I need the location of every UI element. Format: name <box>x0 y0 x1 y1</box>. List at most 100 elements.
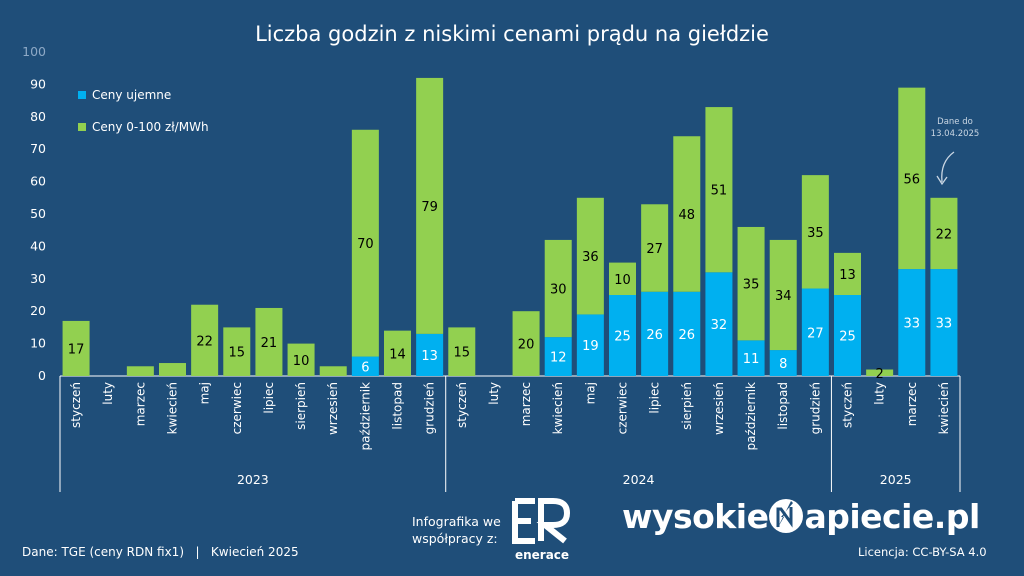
x-tick-label: kwiecień <box>937 382 951 434</box>
bar-negative <box>769 350 797 376</box>
brand-right: apiecie.pl <box>804 497 980 536</box>
data-label: 15 <box>454 346 471 361</box>
bar-negative <box>416 333 444 376</box>
x-tick-label: marzec <box>519 382 533 426</box>
data-label: 26 <box>679 328 696 343</box>
x-tick-label: czerwiec <box>616 382 630 434</box>
y-tick-label: 60 <box>30 174 46 189</box>
data-label: 10 <box>293 354 310 369</box>
bar-low-price <box>512 311 540 376</box>
bar-low-price <box>448 327 476 376</box>
note-line-1: Dane do <box>937 117 973 127</box>
data-label: 21 <box>261 336 278 351</box>
data-label: 2 <box>876 367 884 382</box>
x-tick-label: styczeń <box>455 382 469 428</box>
legend-item-negative: Ceny ujemne <box>78 88 171 102</box>
bar-low-price <box>319 366 347 376</box>
x-tick-label: sierpień <box>294 382 308 430</box>
legend-label-low: Ceny 0-100 zł/MWh <box>92 120 209 134</box>
x-tick-label: kwiecień <box>166 382 180 434</box>
data-label: 13 <box>839 268 856 283</box>
data-label: 51 <box>711 184 728 199</box>
bar-low-price <box>673 136 701 292</box>
bar-low-price <box>705 107 733 273</box>
data-label: 30 <box>550 283 567 298</box>
x-tick-label: styczeń <box>841 382 855 428</box>
x-tick-label: luty <box>487 382 501 405</box>
bar-low-price <box>62 320 90 376</box>
data-label: 13 <box>421 349 438 364</box>
y-tick-label: 90 <box>30 76 46 91</box>
bar-negative <box>609 295 636 376</box>
data-label: 15 <box>229 346 246 361</box>
data-label: 11 <box>743 352 760 367</box>
x-tick-label: kwiecień <box>551 382 565 434</box>
bolt-icon <box>769 499 804 533</box>
data-label: 10 <box>614 273 631 288</box>
bar-negative <box>641 291 669 376</box>
data-label: 27 <box>646 242 663 257</box>
chart-title: Liczba godzin z niskimi cenami prądu na … <box>255 22 769 46</box>
bar-low-price <box>769 239 797 351</box>
data-label: 20 <box>518 338 535 353</box>
y-tick-label: 50 <box>30 206 46 221</box>
legend-swatch-negative <box>78 91 86 99</box>
bar-negative <box>930 269 958 376</box>
y-tick-label: 20 <box>30 303 46 318</box>
bar-low-price <box>801 175 829 289</box>
bar-low-price <box>898 87 926 270</box>
data-label: 33 <box>936 317 953 332</box>
bar-low-price <box>416 77 444 334</box>
bar-negative <box>898 269 926 376</box>
data-label: 22 <box>936 227 953 242</box>
x-tick-label: październik <box>744 382 758 451</box>
bar-negative <box>801 288 829 376</box>
bar-negative <box>673 291 701 376</box>
y-tick-label: 30 <box>30 271 46 286</box>
x-tick-label: wrzesień <box>326 382 340 435</box>
data-label: 6 <box>361 360 369 375</box>
bar-negative <box>705 272 733 376</box>
license-note: Licencja: CC-BY-SA 4.0 <box>858 545 987 559</box>
y-tick-label: 70 <box>30 141 46 156</box>
bar-low-price <box>384 330 411 376</box>
bar-low-price <box>287 343 315 376</box>
infographic-credit: Infografika we współpracy z: <box>412 513 501 547</box>
bar-low-price <box>866 369 894 376</box>
infographic-line-1: Infografika we <box>412 514 501 529</box>
bar-low-price <box>544 239 572 338</box>
group-label: 2024 <box>623 472 655 487</box>
group-label: 2023 <box>237 472 269 487</box>
data-label: 19 <box>582 339 599 354</box>
data-label: 79 <box>421 200 438 215</box>
bar-low-price <box>834 252 861 295</box>
bar-low-price <box>255 307 283 376</box>
data-label: 17 <box>68 342 85 357</box>
data-label: 48 <box>679 208 696 223</box>
y-tick-label: 100 <box>22 44 46 59</box>
x-tick-label: listopad <box>776 382 790 430</box>
bar-low-price <box>126 366 154 376</box>
data-label: 34 <box>775 289 792 304</box>
data-label: 14 <box>389 347 406 362</box>
x-tick-label: maj <box>583 382 597 404</box>
x-tick-label: czerwiec <box>230 382 244 434</box>
x-tick-label: lipiec <box>262 382 276 414</box>
x-tick-label: maj <box>198 382 212 404</box>
bar-low-price <box>191 304 219 376</box>
x-tick-label: marzec <box>905 382 919 426</box>
x-tick-label: marzec <box>133 382 147 426</box>
note-arrow-icon <box>941 151 955 183</box>
x-tick-label: grudzień <box>423 382 437 434</box>
x-tick-label: październik <box>358 382 372 451</box>
bar-negative <box>737 340 765 376</box>
note-line-2: 13.04.2025 <box>930 129 980 139</box>
bar-low-price <box>737 226 765 341</box>
data-label: 12 <box>550 351 567 366</box>
data-label: 56 <box>904 172 921 187</box>
data-label: 27 <box>807 326 824 341</box>
data-label: 25 <box>614 330 631 345</box>
data-label: 26 <box>646 328 663 343</box>
legend-item-low: Ceny 0-100 zł/MWh <box>78 120 209 134</box>
